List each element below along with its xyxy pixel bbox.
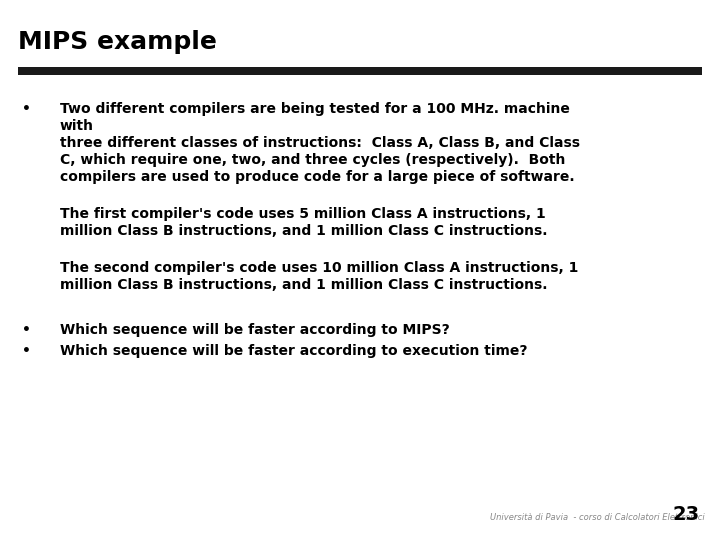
Text: three different classes of instructions:  Class A, Class B, and Class: three different classes of instructions:…	[60, 136, 580, 150]
Text: •: •	[22, 344, 31, 358]
Text: Università di Pavia  - corso di Calcolatori Elettronici: Università di Pavia - corso di Calcolato…	[490, 513, 705, 522]
Text: The first compiler's code uses 5 million Class A instructions, 1: The first compiler's code uses 5 million…	[60, 207, 546, 221]
Text: MIPS example: MIPS example	[18, 30, 217, 54]
Text: The second compiler's code uses 10 million Class A instructions, 1: The second compiler's code uses 10 milli…	[60, 261, 578, 275]
Text: •: •	[22, 102, 31, 116]
Text: with: with	[60, 119, 94, 133]
Bar	[18, 67, 702, 75]
Text: million Class B instructions, and 1 million Class C instructions.: million Class B instructions, and 1 mill…	[60, 224, 547, 238]
Text: •: •	[22, 323, 31, 337]
Text: Which sequence will be faster according to execution time?: Which sequence will be faster according …	[60, 344, 528, 358]
Text: Two different compilers are being tested for a 100 MHz. machine: Two different compilers are being tested…	[60, 102, 570, 116]
Text: C, which require one, two, and three cycles (respectively).  Both: C, which require one, two, and three cyc…	[60, 153, 565, 167]
Text: 23: 23	[673, 505, 700, 524]
Text: Which sequence will be faster according to MIPS?: Which sequence will be faster according …	[60, 323, 450, 337]
Text: million Class B instructions, and 1 million Class C instructions.: million Class B instructions, and 1 mill…	[60, 278, 547, 292]
Text: compilers are used to produce code for a large piece of software.: compilers are used to produce code for a…	[60, 170, 575, 184]
